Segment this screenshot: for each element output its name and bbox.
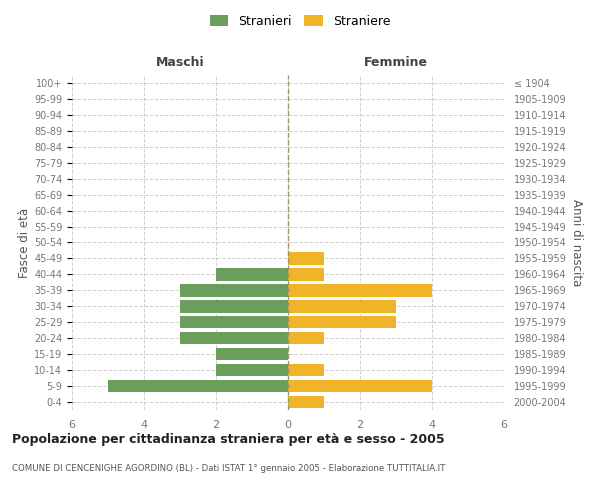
Bar (288, 300, 396, 312)
Bar (288, 332, 324, 344)
Bar (288, 284, 432, 296)
Y-axis label: Anni di nascita: Anni di nascita (570, 199, 583, 286)
Bar (180, 300, 288, 312)
Bar (288, 316, 396, 328)
Bar (180, 284, 288, 296)
Text: COMUNE DI CENCENIGHE AGORDINO (BL) - Dati ISTAT 1° gennaio 2005 - Elaborazione T: COMUNE DI CENCENIGHE AGORDINO (BL) - Dat… (12, 464, 445, 473)
Bar (216, 348, 288, 360)
Bar (180, 316, 288, 328)
Bar (288, 268, 324, 280)
Bar (288, 364, 324, 376)
Text: Maschi: Maschi (155, 56, 205, 68)
Bar (216, 364, 288, 376)
Bar (288, 396, 324, 408)
Bar (216, 268, 288, 280)
Text: Femmine: Femmine (364, 56, 428, 68)
Text: Popolazione per cittadinanza straniera per età e sesso - 2005: Popolazione per cittadinanza straniera p… (12, 432, 445, 446)
Bar (288, 252, 324, 264)
Bar (288, 380, 432, 392)
Bar (180, 332, 288, 344)
Y-axis label: Fasce di età: Fasce di età (18, 208, 31, 278)
Bar (108, 380, 288, 392)
Legend: Stranieri, Straniere: Stranieri, Straniere (206, 11, 394, 32)
